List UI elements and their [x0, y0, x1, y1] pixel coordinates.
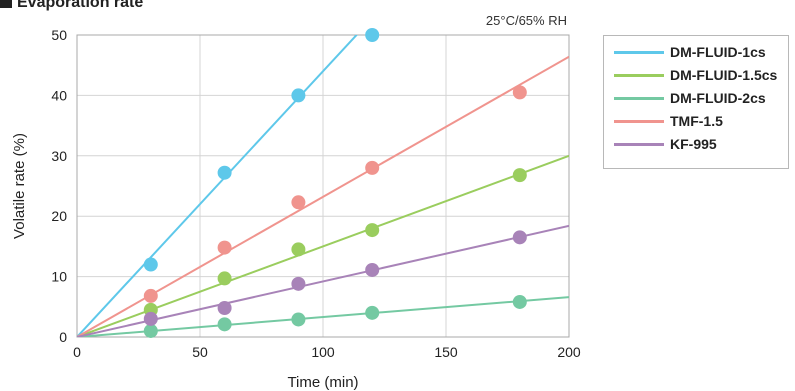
legend-swatch: [614, 73, 664, 77]
condition-label: 25°C/65% RH: [486, 13, 567, 28]
point-dm-fluid-1cs: [291, 88, 306, 103]
chart-title-text: Evaporation rate: [17, 0, 144, 11]
point-kf-995: [217, 301, 232, 316]
point-dm-fluid-2cs: [143, 323, 158, 338]
y-tick-label: 30: [51, 148, 67, 164]
point-kf-995: [291, 276, 306, 291]
y-axis-label: Volatile rate (%): [11, 133, 28, 239]
legend-label: DM-FLUID-2cs: [670, 90, 766, 106]
title-square-icon: [0, 0, 12, 8]
point-dm-fluid-2cs: [365, 305, 380, 320]
point-dm-fluid-1-5cs: [512, 168, 527, 183]
legend: DM-FLUID-1cs DM-FLUID-1.5cs DM-FLUID-2cs TM…: [603, 35, 789, 169]
point-dm-fluid-2cs: [512, 294, 527, 309]
point-kf-995: [365, 262, 380, 277]
legend-swatch: [614, 96, 664, 100]
point-dm-fluid-1-5cs: [365, 223, 380, 238]
y-tick-label: 10: [51, 269, 67, 285]
grid-lines: [77, 35, 569, 337]
legend-label: TMF-1.5: [670, 113, 723, 129]
legend-swatch: [614, 119, 664, 123]
point-tmf-1-5: [512, 85, 527, 100]
point-dm-fluid-2cs: [291, 312, 306, 327]
chart-title: Evaporation rate: [0, 0, 143, 13]
legend-label: DM-FLUID-1.5cs: [670, 67, 778, 83]
trend-line-dm-fluid-1-5cs: [77, 154, 569, 337]
x-tick-label: 100: [311, 344, 335, 360]
point-dm-fluid-2cs: [217, 317, 232, 332]
point-tmf-1-5: [217, 240, 232, 255]
y-tick-label: 20: [51, 208, 67, 224]
x-tick-label: 150: [434, 344, 458, 360]
point-dm-fluid-1-5cs: [217, 271, 232, 286]
legend-label: DM-FLUID-1cs: [670, 44, 766, 60]
point-dm-fluid-1-5cs: [291, 242, 306, 257]
legend-label: KF-995: [670, 136, 717, 152]
y-tick-label: 40: [51, 87, 67, 103]
legend-item-kf-995: KF-995: [614, 134, 717, 154]
point-tmf-1-5: [291, 195, 306, 210]
trend-line-dm-fluid-1cs: [77, 35, 358, 337]
trend-line-kf-995: [77, 224, 569, 337]
legend-item-dm-fluid-2cs: DM-FLUID-2cs: [614, 88, 766, 108]
x-tick-label: 0: [73, 344, 81, 360]
x-tick-label: 200: [557, 344, 581, 360]
trend-line-dm-fluid-2cs: [77, 296, 569, 337]
data-points: [143, 28, 527, 338]
legend-item-dm-fluid-1cs: DM-FLUID-1cs: [614, 42, 766, 62]
point-dm-fluid-1cs: [217, 165, 232, 180]
point-kf-995: [143, 311, 158, 326]
point-tmf-1-5: [143, 288, 158, 303]
legend-item-tmf-1-5: TMF-1.5: [614, 111, 723, 131]
trend-lines: [77, 35, 569, 337]
legend-swatch: [614, 142, 664, 146]
y-tick-labels: 0 10 20 30 40 50: [51, 27, 67, 345]
point-dm-fluid-1cs: [143, 257, 158, 272]
point-tmf-1-5: [365, 160, 380, 175]
x-tick-labels: 0 50 100 150 200: [73, 344, 581, 360]
y-tick-label: 50: [51, 27, 67, 43]
x-axis-label: Time (min): [287, 374, 358, 391]
plot-frame: [76, 34, 570, 338]
legend-swatch: [614, 50, 664, 54]
legend-item-dm-fluid-1-5cs: DM-FLUID-1.5cs: [614, 65, 777, 85]
point-kf-995: [512, 230, 527, 245]
x-tick-label: 50: [192, 344, 208, 360]
y-tick-label: 0: [59, 329, 67, 345]
trend-line-tmf-1-5: [77, 55, 569, 337]
point-dm-fluid-1cs: [365, 28, 380, 42]
